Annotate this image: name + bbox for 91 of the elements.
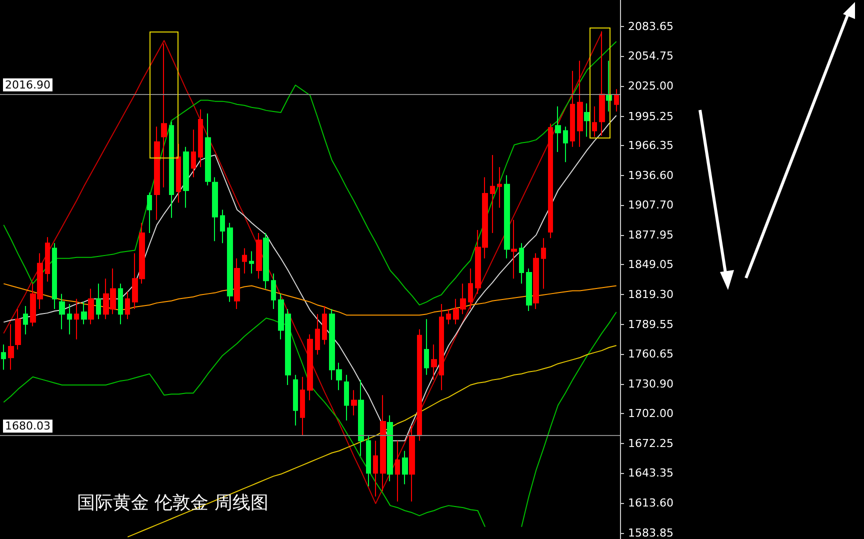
candlestick [395,440,400,502]
candlestick [446,308,451,325]
y-tick-label: 1819.30 [628,288,674,302]
candlestick [431,344,437,380]
candlestick [81,301,87,325]
candlestick [351,390,357,416]
y-tick-label: 1730.90 [628,378,674,391]
candlestick [271,273,276,310]
candlestick [300,376,305,436]
candlestick [293,374,298,426]
candlestick [468,268,473,310]
y-tick-label: 1877.95 [628,228,674,242]
candlestick [366,435,371,487]
candlestick [15,308,21,350]
y-tick-label: 2025.00 [628,80,674,93]
candlestick [59,293,65,330]
candlestick [570,70,575,148]
candlestick [548,123,553,239]
candlestick [439,303,444,391]
candlestick [614,88,619,112]
y-tick-label: 1613.60 [628,496,674,510]
candlestick [577,60,583,148]
candlestick [118,283,123,325]
candlestick [511,219,517,280]
candlestick [1,344,6,370]
y-tick-label: 1936.60 [628,169,674,182]
candlestick [584,102,590,138]
candlestick [169,121,174,218]
candlestick [504,174,510,259]
candlestick [541,238,546,290]
candlestick [88,288,94,325]
candlestick [563,126,568,163]
candlestick [67,303,72,335]
candlestick [256,232,262,280]
candlestick [198,108,203,168]
candlestick [52,242,57,310]
candlestick [387,414,393,482]
candlestick [606,60,612,112]
candlestick [490,154,495,234]
candlestick [8,324,14,370]
candlestick [592,106,597,138]
candlestick [183,146,189,208]
candlestick [358,379,364,456]
y-tick-label: 1643.35 [628,466,674,480]
candlestick [212,176,218,242]
candlestick [147,192,152,234]
candlestick [263,232,269,290]
candlestick [380,394,386,492]
candlestick [74,298,79,340]
candlestick [96,283,101,320]
candlestick [344,374,349,421]
candlestick [424,318,429,376]
candlestick [205,112,211,186]
y-tick-label: 2083.65 [628,20,674,34]
candlestick [249,250,254,274]
candlestick [402,450,408,485]
candlestick [220,209,225,244]
candlestick [409,425,415,502]
candlestick [242,248,247,274]
candlestick [599,30,605,136]
candlestick [526,268,532,312]
candlestick [417,328,422,442]
ref-line-label: 1680.03 [5,420,50,433]
candlestick [191,129,196,178]
candlestick [519,242,524,284]
y-tick-label: 1907.70 [628,198,674,212]
candlestick [555,106,561,152]
candlestick [227,222,233,302]
candlestick [45,236,50,282]
candlestick [322,305,327,345]
y-tick-label: 1760.65 [628,347,674,360]
y-tick-label: 1789.55 [628,318,674,332]
y-tick-label: 1966.35 [628,139,674,152]
candlestick [315,314,320,356]
candlestick [234,258,240,310]
candlestick [176,143,181,204]
y-tick-label: 1672.25 [628,437,674,450]
candlestick [497,166,502,208]
y-tick-label: 1583.85 [628,526,674,539]
candlestick [161,43,167,188]
candlestick [373,440,378,497]
y-tick-label: 2054.75 [628,49,674,62]
y-tick-label: 1702.00 [628,406,674,420]
candlestick [307,334,313,401]
candlestick [533,252,539,310]
candlestick [154,126,160,220]
candlestick [125,291,130,320]
y-tick-label: 1849.05 [628,258,674,271]
ref-line-label: 2016.90 [5,78,50,92]
y-tick-label: 1995.25 [628,110,674,123]
candlestick [23,305,28,335]
